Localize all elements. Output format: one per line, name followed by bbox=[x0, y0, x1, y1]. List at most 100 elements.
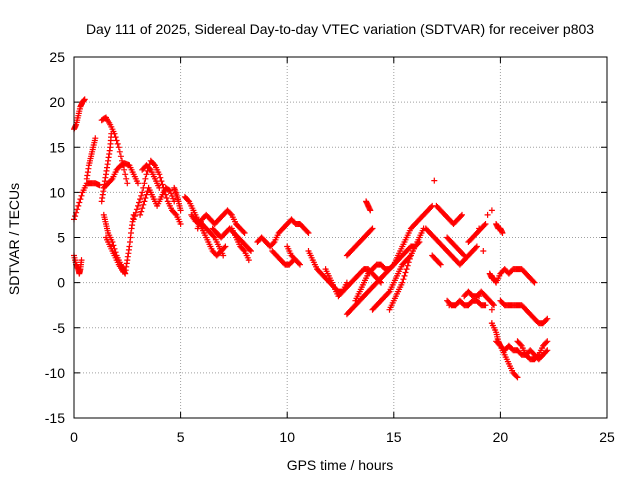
data-point bbox=[458, 213, 464, 220]
data-point bbox=[460, 251, 467, 258]
data-point bbox=[222, 243, 229, 250]
data-point bbox=[72, 213, 79, 220]
data-point bbox=[489, 301, 496, 308]
data-point bbox=[401, 272, 408, 279]
data-point bbox=[544, 347, 551, 354]
data-point bbox=[156, 171, 163, 178]
data-point bbox=[472, 244, 479, 251]
x-tick-label: 10 bbox=[279, 429, 295, 445]
data-point bbox=[544, 315, 551, 322]
data-point bbox=[135, 202, 141, 209]
data-point bbox=[514, 374, 521, 381]
data-point bbox=[227, 210, 234, 217]
data-point bbox=[150, 161, 157, 168]
data-point bbox=[141, 180, 148, 187]
data-point bbox=[137, 196, 144, 203]
data-point bbox=[124, 180, 131, 187]
data-point bbox=[220, 252, 227, 259]
y-tick-label: 10 bbox=[49, 184, 65, 200]
data-point bbox=[74, 206, 81, 213]
data-point bbox=[480, 248, 487, 254]
data-point bbox=[534, 353, 541, 359]
data-point bbox=[96, 182, 103, 189]
data-point bbox=[143, 171, 150, 178]
data-point bbox=[139, 205, 146, 212]
data-point bbox=[123, 175, 130, 182]
data-point bbox=[246, 246, 253, 253]
data-point bbox=[132, 209, 139, 216]
data-point bbox=[473, 243, 480, 250]
data-point bbox=[436, 260, 443, 267]
data-point bbox=[77, 196, 84, 203]
data-point bbox=[491, 302, 497, 309]
data-point bbox=[369, 225, 376, 232]
y-axis-label: SDTVAR / TECUs bbox=[6, 183, 22, 295]
data-point bbox=[111, 130, 118, 137]
data-point bbox=[159, 181, 166, 188]
data-point bbox=[240, 246, 247, 253]
data-point bbox=[142, 195, 149, 201]
data-point bbox=[499, 230, 506, 236]
data-point bbox=[343, 279, 350, 286]
data-point bbox=[461, 252, 468, 259]
y-tick-label: 20 bbox=[49, 94, 65, 110]
data-point bbox=[157, 174, 164, 181]
x-tick-label: 0 bbox=[70, 429, 78, 445]
data-point bbox=[304, 228, 311, 235]
data-point bbox=[484, 211, 491, 218]
x-tick-label: 15 bbox=[386, 429, 402, 445]
y-tick-label: -10 bbox=[45, 365, 65, 381]
data-point bbox=[140, 184, 147, 191]
data-point bbox=[437, 261, 444, 268]
data-point bbox=[156, 184, 163, 191]
x-tick-label: 20 bbox=[493, 429, 509, 445]
data-point bbox=[185, 197, 192, 204]
data-point bbox=[136, 199, 142, 206]
data-point bbox=[406, 255, 413, 262]
data-point bbox=[513, 373, 520, 380]
data-point bbox=[459, 211, 465, 218]
y-tick-label: -5 bbox=[53, 320, 66, 336]
data-point bbox=[133, 206, 140, 213]
data-point bbox=[163, 195, 170, 201]
data-point bbox=[168, 190, 174, 197]
data-point bbox=[446, 302, 453, 309]
data-point bbox=[544, 338, 551, 345]
data-point bbox=[543, 348, 550, 355]
data-point bbox=[117, 153, 124, 160]
data-point bbox=[121, 166, 128, 173]
data-point bbox=[75, 202, 82, 209]
data-point bbox=[114, 140, 121, 147]
data-point bbox=[270, 240, 277, 247]
data-point bbox=[112, 134, 119, 141]
data-point bbox=[368, 226, 375, 233]
data-point bbox=[338, 289, 345, 296]
data-point bbox=[245, 257, 252, 264]
data-point bbox=[99, 195, 106, 201]
y-tick-label: 5 bbox=[57, 230, 65, 246]
data-point bbox=[172, 210, 179, 217]
data-point bbox=[166, 187, 173, 194]
data-point bbox=[78, 192, 85, 199]
data-point bbox=[170, 195, 177, 202]
data-point bbox=[78, 257, 85, 264]
x-axis-label: GPS time / hours bbox=[287, 457, 394, 473]
data-point bbox=[113, 137, 120, 144]
data-point bbox=[131, 213, 138, 220]
chart-title: Day 111 of 2025, Sidereal Day-to-day VTE… bbox=[86, 21, 594, 37]
x-tick-label: 5 bbox=[177, 429, 185, 445]
data-point bbox=[305, 230, 312, 236]
data-point bbox=[241, 230, 248, 236]
data-point bbox=[482, 302, 489, 309]
data-point bbox=[141, 198, 148, 205]
data-point bbox=[543, 316, 550, 323]
data-point bbox=[135, 180, 141, 187]
data-point bbox=[403, 266, 410, 273]
plot-frame bbox=[73, 56, 608, 419]
data-point bbox=[165, 186, 172, 193]
grid-lines bbox=[74, 57, 607, 418]
y-tick-label: 0 bbox=[57, 275, 65, 291]
data-point bbox=[488, 207, 495, 214]
data-point bbox=[530, 278, 537, 285]
